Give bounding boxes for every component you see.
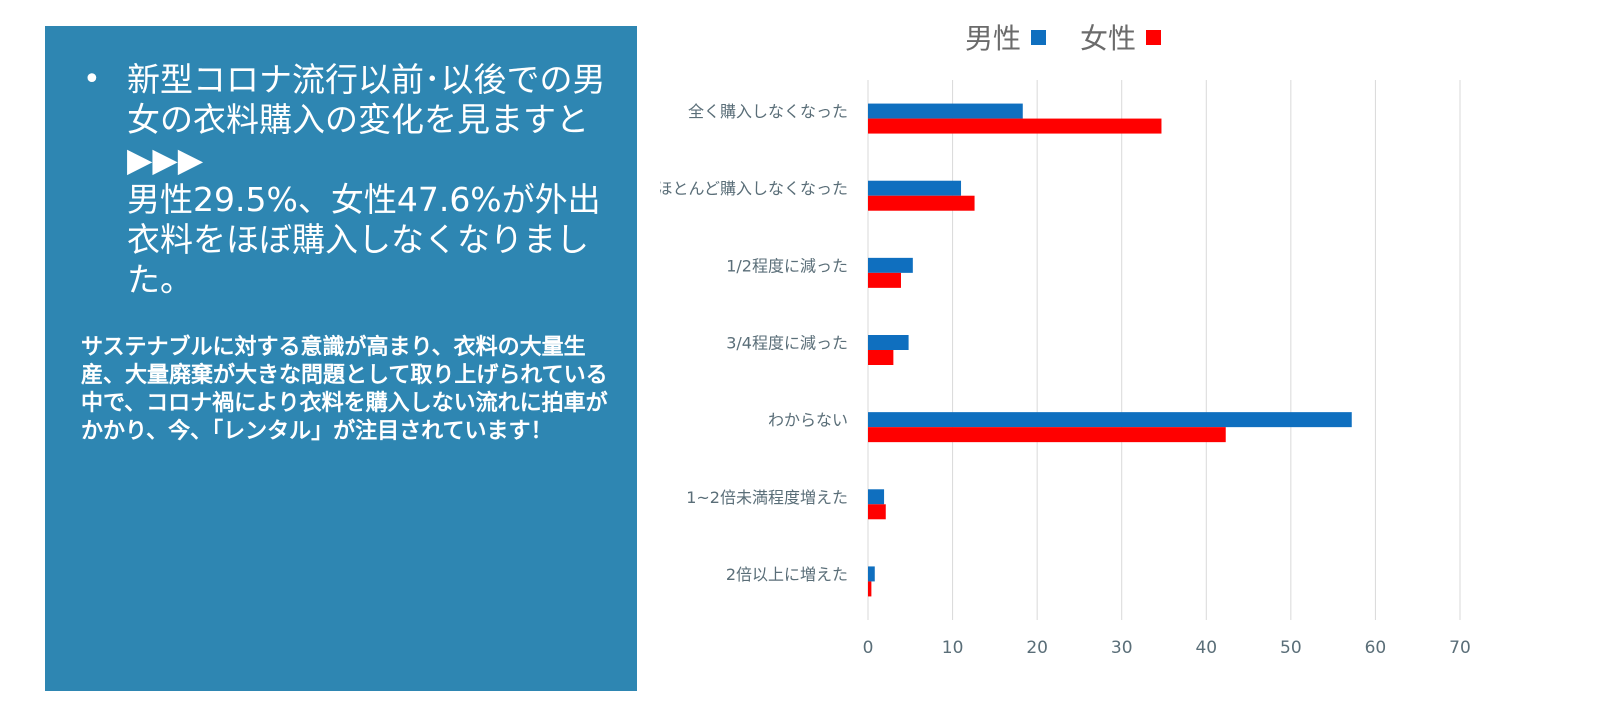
chart-legend: 男性 女性 <box>965 22 1161 55</box>
bar-male <box>868 335 909 350</box>
sub-text: サステナブルに対する意識が高まり、衣料の大量生産、大量廃棄が大きな問題として取り… <box>81 335 608 444</box>
bullet-point: • <box>83 62 101 97</box>
bar-male <box>868 489 885 505</box>
bar-male <box>868 180 962 196</box>
legend-label: 男性 <box>965 22 1021 55</box>
x-tick-labels: 0 10 20 30 40 50 60 70 <box>863 638 1471 658</box>
bar-female <box>868 504 886 520</box>
category-label: 1~2倍未満程度増えた <box>686 488 848 507</box>
category-label: 1/2程度に減った <box>726 256 848 275</box>
bar-male <box>868 566 875 582</box>
chart-bars <box>868 103 1352 597</box>
category-label: ほとんど購入しなくなった <box>660 179 848 198</box>
chart-grid <box>867 80 1461 620</box>
legend-swatch <box>1031 30 1046 45</box>
x-tick-label: 40 <box>1195 638 1217 658</box>
bar-female <box>868 581 872 597</box>
category-label: わからない <box>768 411 848 430</box>
x-tick-label: 10 <box>942 638 964 658</box>
x-tick-label: 0 <box>863 638 874 658</box>
bar-male <box>868 412 1352 428</box>
main-text: 新型コロナ流行以前･以後での男女の衣料購入の変化を見ますと▶▶▶ 男性29.5%… <box>127 60 606 299</box>
x-tick-label: 70 <box>1449 638 1471 658</box>
x-tick-label: 60 <box>1365 638 1387 658</box>
legend-swatch <box>1146 30 1161 45</box>
x-tick-label: 30 <box>1111 638 1133 658</box>
bar-female <box>868 427 1226 443</box>
text-panel: • 新型コロナ流行以前･以後での男女の衣料購入の変化を見ますと▶▶▶ 男性29.… <box>45 26 637 691</box>
bar-female <box>868 350 894 365</box>
category-label: 全く購入しなくなった <box>688 102 848 121</box>
legend-label: 女性 <box>1080 22 1136 55</box>
bar-male <box>868 257 913 273</box>
x-tick-label: 20 <box>1026 638 1048 658</box>
bar-female <box>868 118 1162 134</box>
category-label: 2倍以上に増えた <box>726 565 848 584</box>
bar-female <box>868 195 975 211</box>
category-label: 3/4程度に減った <box>726 334 848 353</box>
bar-male <box>868 103 1023 119</box>
bar-female <box>868 272 901 288</box>
x-tick-label: 50 <box>1280 638 1302 658</box>
